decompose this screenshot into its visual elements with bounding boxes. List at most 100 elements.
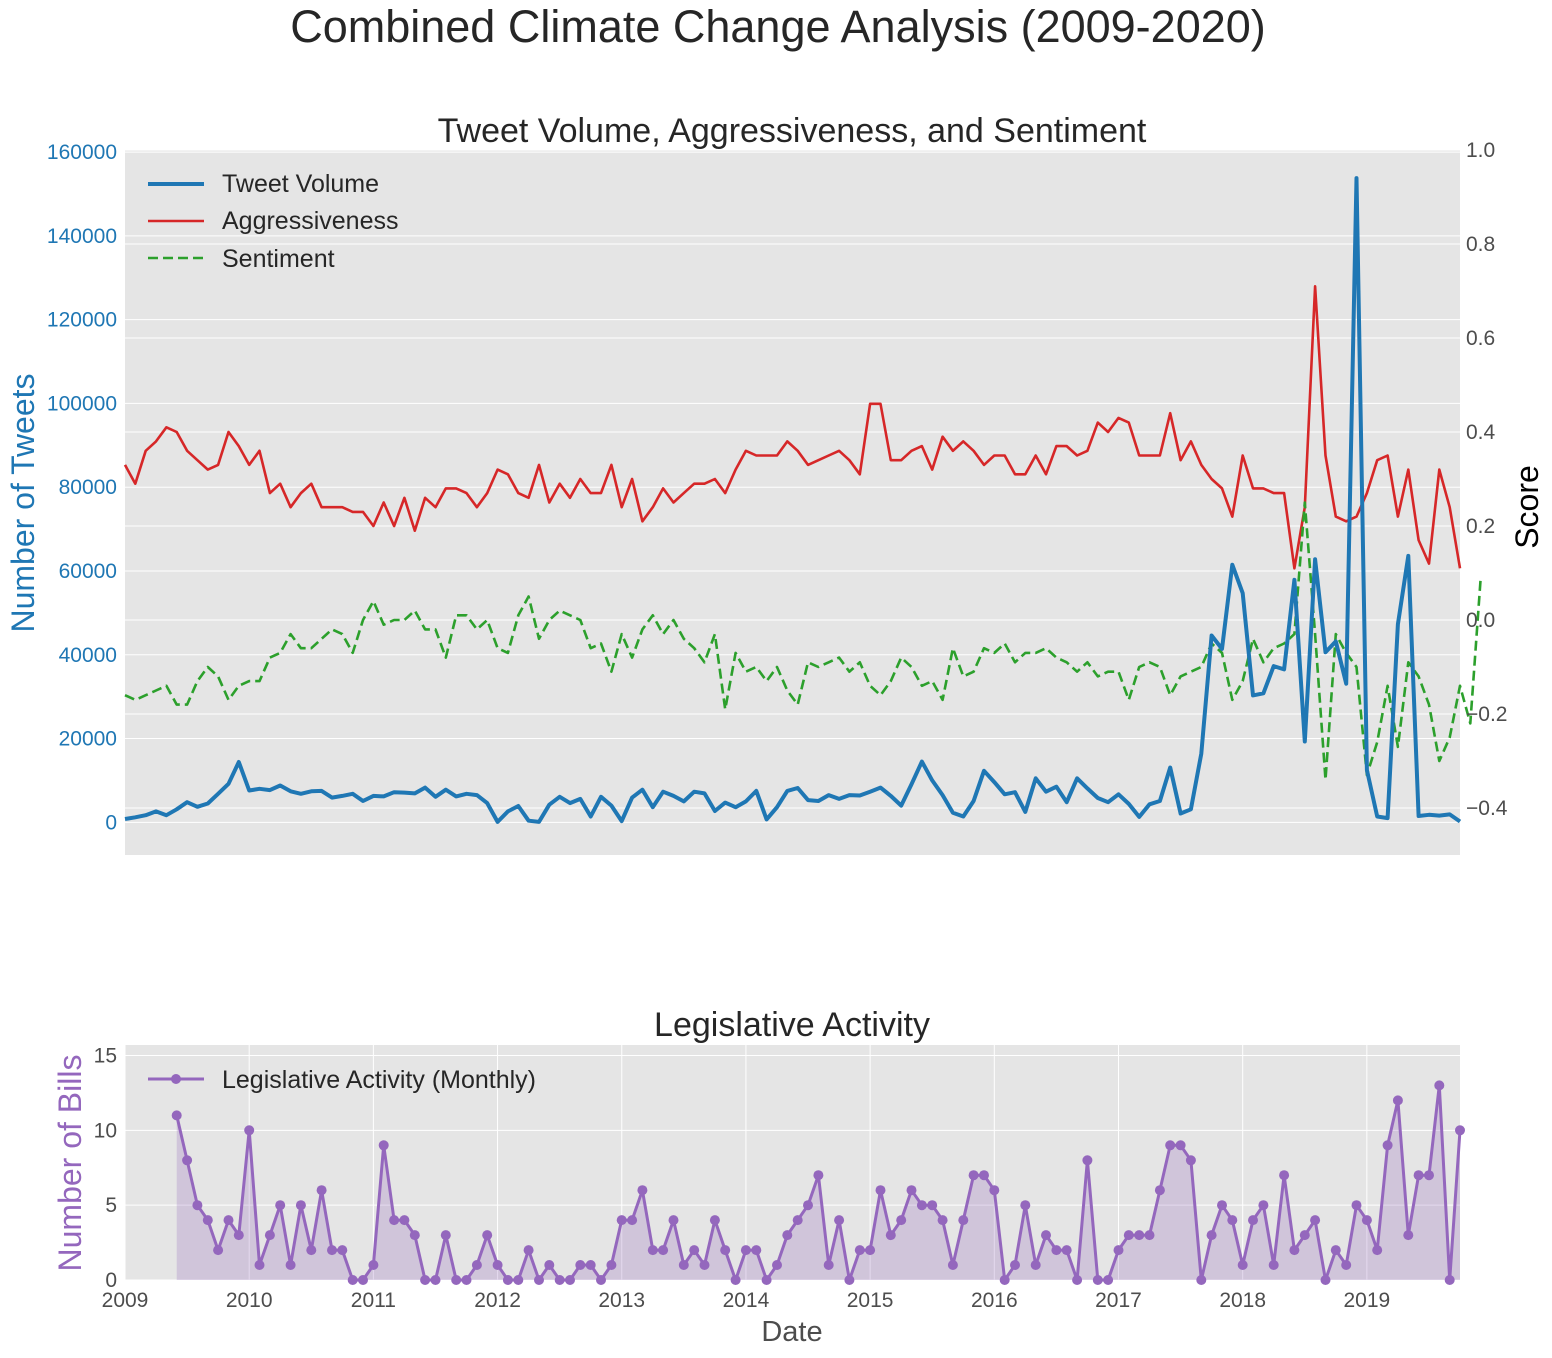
- legislative-point: [668, 1215, 679, 1226]
- bottom-x-axis-label: Date: [761, 1316, 822, 1348]
- legislative-point: [616, 1215, 627, 1226]
- legislative-point: [202, 1215, 213, 1226]
- legislative-point: [1372, 1245, 1383, 1256]
- bottom-left-axis-label: Number of Bills: [52, 1055, 88, 1272]
- legislative-point: [834, 1215, 845, 1226]
- legislative-point: [1413, 1170, 1424, 1181]
- top-panel: 0 20000 40000 60000 80000 100000 120000 140000 1…: [5, 112, 1545, 855]
- legislative-point: [1123, 1230, 1134, 1241]
- bottom-y-tick-label: 10: [94, 1119, 117, 1142]
- legislative-point: [916, 1200, 927, 1211]
- legislative-point: [1237, 1260, 1248, 1270]
- legislative-point: [285, 1260, 296, 1270]
- legislative-point: [544, 1260, 555, 1270]
- legislative-point: [378, 1140, 389, 1151]
- legislative-point: [1341, 1260, 1352, 1270]
- legislative-point: [1134, 1230, 1145, 1241]
- legislative-point: [927, 1200, 938, 1211]
- legislative-point: [1444, 1275, 1455, 1285]
- legislative-point: [596, 1275, 606, 1285]
- left-tick-label: 140000: [47, 225, 117, 248]
- right-tick-label: −0.2: [1466, 703, 1507, 726]
- x-tick-label: 2018: [1219, 1289, 1266, 1312]
- bottom-x-tick-labels: 2009 2010 2011 2012 2013 2014 2015 2016 2017 2018…: [102, 1289, 1391, 1312]
- legislative-point: [1299, 1230, 1310, 1241]
- legislative-point: [192, 1200, 203, 1211]
- legislative-point: [399, 1215, 410, 1226]
- legend-label-aggressiveness: Aggressiveness: [222, 207, 398, 235]
- legislative-point: [658, 1245, 669, 1256]
- right-tick-label: 0.0: [1466, 609, 1495, 632]
- legislative-point: [1175, 1140, 1186, 1151]
- legislative-point: [968, 1170, 979, 1181]
- left-tick-label: 0: [105, 811, 117, 834]
- tweet-volume-line: [124, 176, 1462, 824]
- legislative-point: [1092, 1275, 1103, 1285]
- legislative-point: [451, 1275, 462, 1285]
- legislative-point: [254, 1260, 265, 1270]
- left-tick-label: 100000: [47, 392, 117, 415]
- legend-marker-legislative: [171, 1074, 181, 1084]
- x-tick-label: 2016: [971, 1289, 1018, 1312]
- right-tick-label: 0.4: [1466, 421, 1496, 444]
- legislative-point: [337, 1245, 348, 1256]
- legislative-point: [1061, 1245, 1072, 1256]
- x-tick-label: 2011: [351, 1289, 396, 1312]
- legislative-point: [823, 1260, 834, 1270]
- legislative-point: [1020, 1200, 1031, 1211]
- legislative-point: [534, 1275, 544, 1285]
- legislative-point: [709, 1215, 720, 1226]
- aggressiveness-line: [123, 284, 1462, 570]
- left-tick-label: 20000: [59, 728, 117, 751]
- legend-label-sentiment: Sentiment: [222, 245, 335, 273]
- legislative-point: [989, 1185, 1000, 1196]
- legislative-point: [1041, 1230, 1051, 1241]
- bottom-series: [171, 1080, 1465, 1285]
- legislative-point: [875, 1185, 886, 1196]
- legislative-point: [854, 1245, 865, 1256]
- top-series-lines: [123, 176, 1482, 824]
- bottom-grid: [124, 1045, 1460, 1281]
- legislative-point: [1010, 1260, 1020, 1270]
- legislative-point: [1268, 1260, 1279, 1270]
- left-tick-label: 120000: [47, 309, 117, 332]
- legislative-point: [1361, 1215, 1372, 1226]
- legislative-point: [420, 1275, 431, 1285]
- legislative-point: [1351, 1200, 1362, 1211]
- legislative-point: [513, 1275, 524, 1285]
- legislative-point: [264, 1230, 275, 1241]
- legislative-point: [1289, 1245, 1300, 1256]
- top-panel-title: Tweet Volume, Aggressiveness, and Sentim…: [438, 112, 1147, 150]
- legislative-point: [761, 1275, 772, 1285]
- legislative-point: [720, 1245, 731, 1256]
- bottom-left-tick-labels: 0 5 10 15: [94, 1044, 117, 1292]
- left-tick-label: 60000: [59, 560, 117, 583]
- legislative-point: [1196, 1275, 1207, 1285]
- legislative-point: [1330, 1245, 1341, 1256]
- x-tick-label: 2019: [1344, 1289, 1391, 1312]
- legislative-point: [896, 1215, 907, 1226]
- legislative-point: [792, 1215, 803, 1226]
- legislative-point: [409, 1230, 420, 1241]
- legislative-point: [999, 1275, 1010, 1285]
- x-tick-label: 2010: [226, 1289, 273, 1312]
- legislative-point: [606, 1260, 617, 1270]
- x-tick-label: 2014: [723, 1289, 770, 1312]
- legislative-point: [233, 1230, 244, 1241]
- legislative-point: [295, 1200, 306, 1211]
- legislative-point: [1227, 1215, 1238, 1226]
- top-grid: [125, 149, 1460, 823]
- legislative-point: [958, 1215, 969, 1226]
- legend-label-legislative: Legislative Activity (Monthly): [222, 1066, 536, 1094]
- right-tick-label: 0.8: [1466, 233, 1495, 256]
- legislative-point: [1072, 1275, 1083, 1285]
- legislative-point: [565, 1275, 575, 1285]
- legislative-point: [368, 1260, 379, 1270]
- legislative-point: [1392, 1095, 1403, 1106]
- legislative-point: [885, 1230, 896, 1241]
- legislative-point: [316, 1185, 327, 1196]
- legislative-point: [689, 1245, 700, 1256]
- legislative-point: [1165, 1140, 1176, 1151]
- legislative-point: [575, 1260, 586, 1270]
- legislative-point: [1113, 1245, 1124, 1256]
